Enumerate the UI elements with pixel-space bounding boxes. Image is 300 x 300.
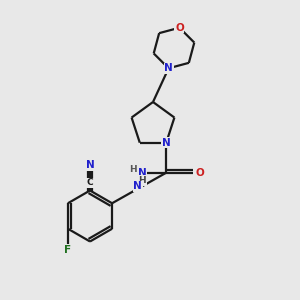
Text: H: H (129, 165, 136, 174)
Text: N: N (85, 160, 94, 170)
Text: F: F (64, 245, 71, 255)
Text: O: O (196, 168, 204, 178)
Text: N: N (138, 168, 147, 178)
Text: H: H (138, 176, 146, 185)
Text: N: N (162, 138, 171, 148)
Text: O: O (175, 23, 184, 33)
Text: C: C (87, 178, 93, 187)
Text: N: N (133, 182, 142, 191)
Text: N: N (164, 63, 173, 73)
